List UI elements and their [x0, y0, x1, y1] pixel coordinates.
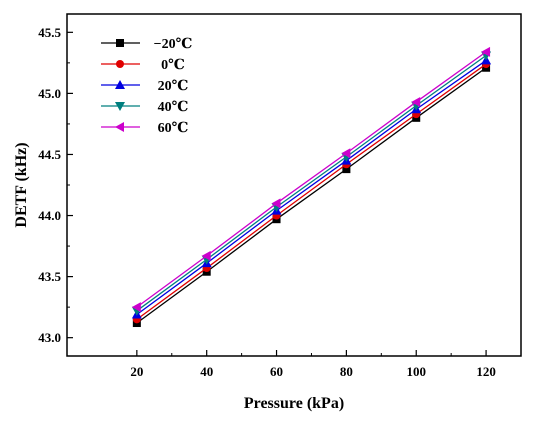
- legend-item: 60℃: [101, 121, 189, 136]
- legend-label: −20℃: [154, 37, 193, 52]
- series-2: [131, 55, 492, 319]
- data-point: [342, 165, 351, 174]
- x-tick-label: 120: [476, 364, 496, 379]
- x-tick-label: 20: [130, 364, 143, 379]
- x-axis-title: Pressure (kPa): [244, 395, 344, 412]
- series-4: [131, 46, 491, 313]
- plot-frame: [66, 13, 522, 357]
- data-point: [271, 198, 281, 209]
- legend-marker: [115, 122, 124, 132]
- y-tick-label: 45.0: [38, 86, 61, 101]
- series-layer: [131, 46, 492, 328]
- y-tick-label: 44.0: [38, 208, 61, 223]
- y-tick-label: 44.5: [38, 147, 61, 162]
- legend-label: 20℃: [158, 79, 189, 94]
- legend-marker: [116, 39, 124, 47]
- legend-item: 20℃: [101, 79, 189, 94]
- legend-item: 40℃: [101, 100, 189, 115]
- legend-marker: [115, 102, 125, 111]
- data-point: [201, 250, 211, 261]
- x-tick-label: 100: [406, 364, 426, 379]
- legend-label: 60℃: [158, 121, 189, 136]
- y-tick-label: 45.5: [38, 25, 61, 40]
- legend-item: −20℃: [101, 37, 193, 52]
- y-tick-label: 43.0: [38, 330, 61, 345]
- x-tick-label: 40: [200, 364, 213, 379]
- y-tick-label: 43.5: [38, 269, 61, 284]
- legend: −20℃ 0℃ 20℃ 40℃ 60℃: [101, 37, 193, 136]
- series-line: [136, 51, 487, 308]
- legend-label: 0℃: [161, 58, 185, 73]
- series-line: [136, 55, 487, 312]
- series-line: [136, 67, 487, 324]
- data-point: [411, 96, 421, 107]
- data-point: [131, 302, 141, 313]
- legend-marker: [116, 60, 124, 68]
- y-axis-ticks: 43.0 43.5 44.0 44.5 45.0 45.5: [38, 25, 73, 345]
- series-line: [136, 63, 487, 320]
- x-axis-ticks: 20 40 60 80 100 120: [130, 350, 496, 379]
- legend-marker: [115, 80, 125, 89]
- data-point: [481, 46, 491, 57]
- y-axis-title: DETF (kHz): [13, 142, 30, 227]
- data-point: [341, 148, 351, 159]
- x-tick-label: 80: [340, 364, 353, 379]
- series-line: [136, 59, 487, 315]
- legend-item: 0℃: [101, 58, 185, 73]
- legend-label: 40℃: [158, 100, 189, 115]
- x-tick-label: 60: [270, 364, 283, 379]
